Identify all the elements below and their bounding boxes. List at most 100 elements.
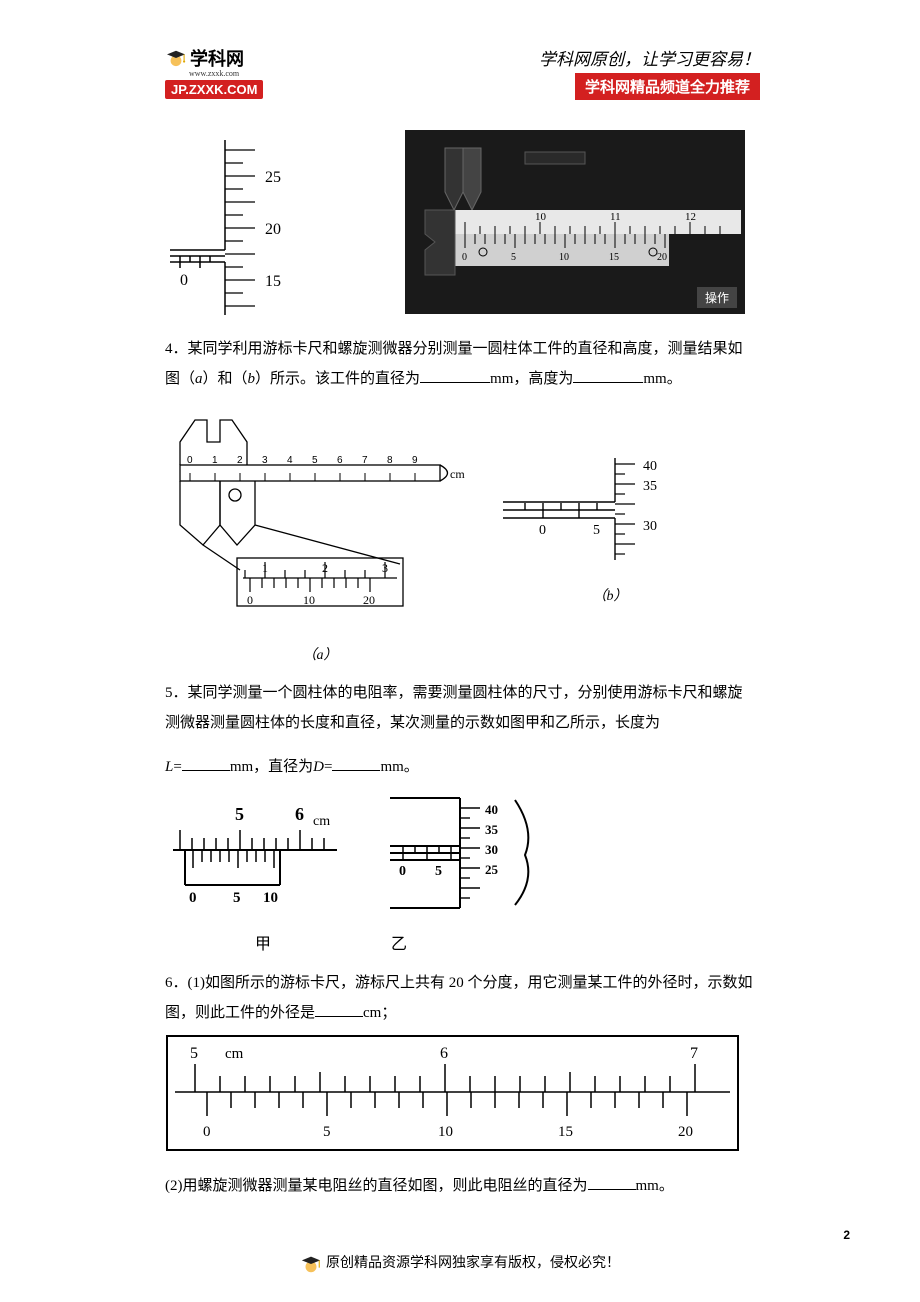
q4b-s5: 5 — [593, 523, 600, 538]
vern-20: 20 — [657, 252, 667, 263]
vern-10: 10 — [559, 252, 569, 263]
q4a-m3: 3 — [262, 455, 268, 466]
q6-m5: 5 — [190, 1045, 198, 1062]
q5-label-jia: 甲 — [255, 930, 271, 954]
banner-text: 学科网精品频道全力推荐 — [575, 73, 760, 100]
q5b-25: 25 — [485, 862, 499, 877]
q4a-m0: 0 — [187, 455, 193, 466]
logo-url: www.zxxk.com — [189, 69, 263, 78]
operate-button[interactable]: 操作 — [697, 287, 737, 308]
main-12: 12 — [685, 211, 696, 223]
q6-v20: 20 — [678, 1124, 693, 1140]
q4a-m5: 5 — [312, 455, 318, 466]
q5-cm: cm — [313, 814, 330, 829]
question-4: 4．某同学利用游标卡尺和螺旋测微器分别测量一圆柱体工件的直径和高度，测量结果如图… — [165, 334, 755, 394]
q4-t3: ）所示。该工件的直径为 — [255, 371, 420, 387]
q5-eq1: = — [173, 759, 181, 775]
q4-blank-1[interactable] — [420, 368, 490, 383]
q5-t1: 5．某同学测量一个圆柱体的电阻率，需要测量圆柱体的尺寸，分别使用游标卡尺和螺旋测… — [165, 685, 743, 731]
q6-u2: mm。 — [636, 1178, 674, 1194]
q6-cm: cm — [225, 1046, 244, 1062]
question-6-1: 6．(1)如图所示的游标卡尺，游标尺上共有 20 个分度，用它测量某工件的外径时… — [165, 968, 755, 1028]
q4-label-a: （a） — [165, 644, 475, 664]
q5-blank-1[interactable] — [182, 756, 230, 771]
q4-fig-b-wrap: 0 5 40 35 30 （b） — [495, 440, 725, 605]
q5b-s5: 5 — [435, 864, 442, 879]
q5-label-yi: 乙 — [391, 930, 407, 954]
thimble-15: 15 — [265, 273, 281, 290]
q4-b: b — [248, 371, 256, 387]
q4-u2: mm。 — [643, 371, 681, 387]
vern-15: 15 — [609, 252, 619, 263]
main-10: 10 — [535, 211, 547, 223]
logo-badge: JP.ZXXK.COM — [165, 80, 263, 99]
q5-micrometer-svg: 0 5 40 35 30 25 — [385, 790, 565, 920]
q5b-35: 35 — [485, 822, 499, 837]
vern-5: 5 — [511, 252, 516, 263]
q4b-s0: 0 — [539, 523, 546, 538]
q6-p1: 6．(1)如图所示的游标卡尺，游标尺上共有 20 个分度，用它测量某工件的外径时… — [165, 975, 753, 1021]
q5-u1: mm，直径为 — [230, 759, 313, 775]
q6-blank-1[interactable] — [315, 1002, 363, 1017]
logo-block: 学科网 www.zxxk.com JP.ZXXK.COM — [165, 45, 263, 100]
q6-v5: 5 — [323, 1124, 331, 1140]
q6-m6: 6 — [440, 1045, 448, 1062]
q5-caliper-svg: 5 6 cm 0 5 10 — [165, 790, 345, 920]
q5b-s0: 0 — [399, 864, 406, 879]
page-header: 学科网 www.zxxk.com JP.ZXXK.COM 学科网原创，让学习更容… — [0, 0, 920, 110]
question-5-line2: L=mm，直径为D=mm。 — [165, 752, 755, 782]
q4a-v10: 10 — [303, 593, 315, 607]
q4a-m8: 8 — [387, 455, 393, 466]
caliper-dark-svg: 10 11 12 0 5 10 15 20 — [405, 130, 745, 314]
q5-m6: 6 — [295, 804, 304, 824]
sleeve-0: 0 — [180, 272, 188, 289]
thimble-20: 20 — [265, 221, 281, 238]
q4a-m2: 2 — [237, 455, 243, 466]
q4-micrometer-svg: 0 5 40 35 30 — [495, 440, 725, 580]
q6-v15: 15 — [558, 1124, 573, 1140]
q4b-t35: 35 — [643, 479, 657, 494]
thimble-25: 25 — [265, 169, 281, 186]
q4-blank-2[interactable] — [573, 368, 643, 383]
q4a-m9: 9 — [412, 455, 418, 466]
q4a-m6: 6 — [337, 455, 343, 466]
footer-text: 原创精品资源学科网独家享有版权，侵权必究！ — [326, 1256, 620, 1271]
q4b-t40: 40 — [643, 459, 657, 474]
q4a-m4: 4 — [287, 455, 293, 466]
q4a-z2: 2 — [322, 561, 328, 575]
q5b-40: 40 — [485, 802, 498, 817]
q4a-z1: 1 — [262, 561, 268, 575]
q5-v5: 5 — [233, 890, 241, 906]
micrometer-figure-top: 0 25 20 15 — [165, 130, 385, 320]
q6-m7: 7 — [690, 1045, 698, 1062]
q5-blank-2[interactable] — [332, 756, 380, 771]
q5-v0: 0 — [189, 890, 197, 906]
q4-fig-a-wrap: 0 1 2 3 4 5 6 7 8 9 cm 1 2 3 0 10 20 （a） — [165, 400, 475, 664]
q6-v0: 0 — [203, 1124, 211, 1140]
question-5: 5．某同学测量一个圆柱体的电阻率，需要测量圆柱体的尺寸，分别使用游标卡尺和螺旋测… — [165, 678, 755, 738]
figure-q5: 5 6 cm 0 5 10 0 5 — [165, 790, 755, 920]
vern-0: 0 — [462, 252, 467, 263]
figure-q4: 0 1 2 3 4 5 6 7 8 9 cm 1 2 3 0 10 20 （a） — [165, 400, 755, 664]
logo-top: 学科网 — [165, 45, 263, 71]
q5-labels: 甲 乙 — [165, 930, 755, 954]
q5-v10: 10 — [263, 890, 278, 906]
caliper-figure-top: 10 11 12 0 5 10 15 20 操作 — [405, 130, 745, 314]
graduation-hat-icon — [165, 49, 187, 67]
q4a-v20: 20 — [363, 593, 375, 607]
page-footer: 原创精品资源学科网独家享有版权，侵权必究！ — [0, 1252, 920, 1274]
q4a-cm: cm — [450, 467, 465, 481]
q5-u2: mm。 — [380, 759, 418, 775]
q6-blank-2[interactable] — [588, 1175, 636, 1190]
header-right: 学科网原创，让学习更容易！ 学科网精品频道全力推荐 — [539, 45, 760, 100]
q5-D: D — [313, 759, 324, 775]
figure-row-top: 0 25 20 15 — [165, 130, 755, 320]
slogan-text: 学科网原创，让学习更容易！ — [539, 45, 760, 70]
main-11: 11 — [610, 211, 621, 223]
q4-u1: mm，高度为 — [490, 371, 573, 387]
q6-caliper-svg: 5 cm 6 7 0 5 10 15 20 — [165, 1034, 740, 1152]
q5b-30: 30 — [485, 842, 498, 857]
question-6-2: (2)用螺旋测微器测量某电阻丝的直径如图，则此电阻丝的直径为mm。 — [165, 1171, 755, 1201]
q4-caliper-svg: 0 1 2 3 4 5 6 7 8 9 cm 1 2 3 0 10 20 — [165, 400, 475, 635]
q6-u1: cm； — [363, 1005, 396, 1021]
